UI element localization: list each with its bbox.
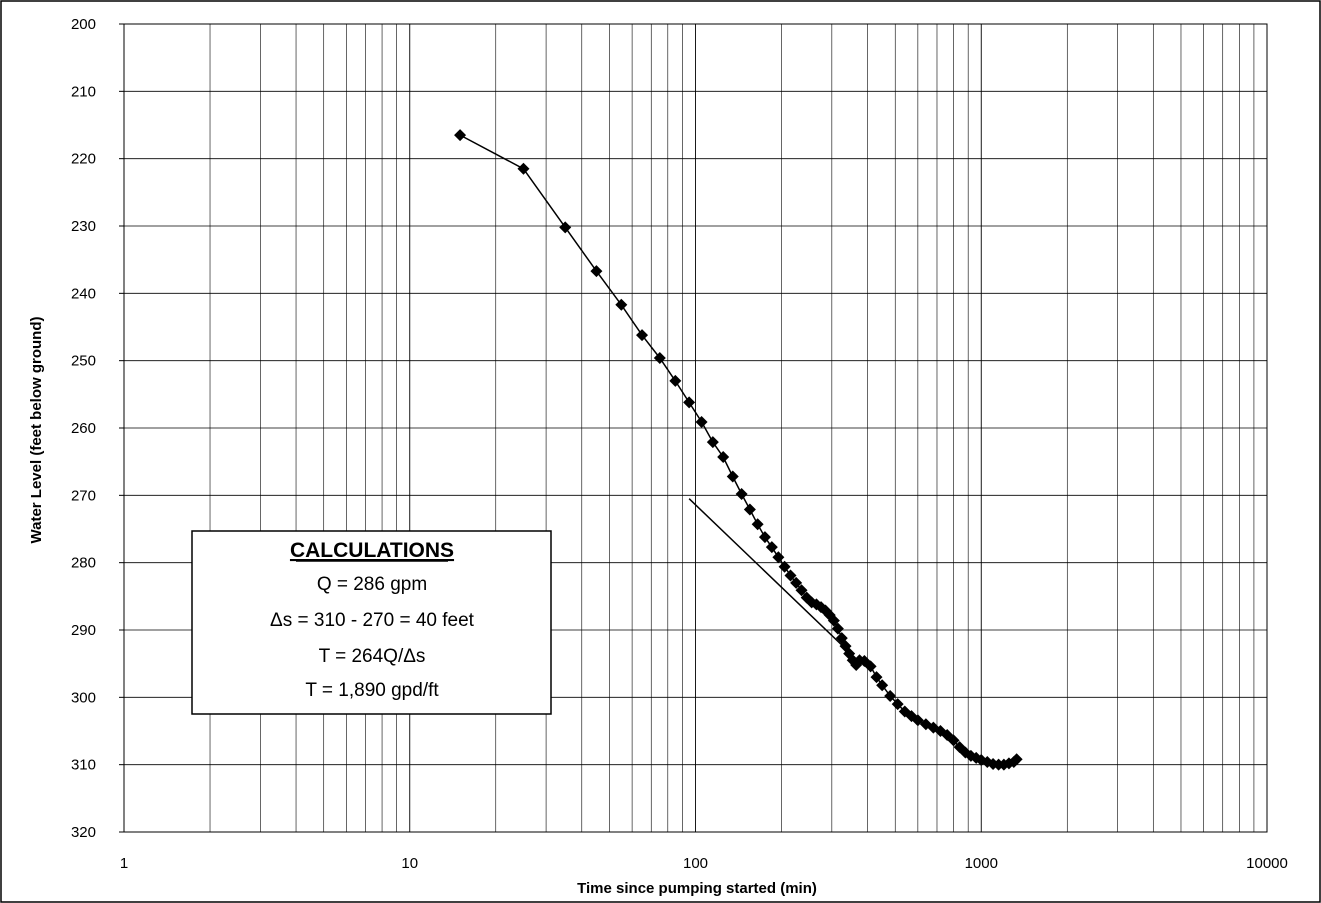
data-point: [772, 551, 785, 564]
data-point: [864, 660, 877, 673]
data-point: [454, 129, 467, 142]
x-tick-label: 1: [120, 855, 128, 872]
data-point: [636, 329, 649, 342]
calculation-line-t-formula: T = 264Q/Δs: [319, 646, 426, 667]
x-tick-label: 100: [683, 855, 708, 872]
data-point: [784, 569, 797, 582]
data-point: [726, 470, 739, 483]
data-point: [695, 415, 708, 428]
y-tick-label: 290: [71, 622, 96, 639]
trend-line: [688, 498, 845, 648]
y-tick-label: 280: [71, 555, 96, 572]
data-point: [790, 576, 803, 589]
y-tick-label: 260: [71, 420, 96, 437]
data-point: [735, 487, 748, 500]
calculations-title: CALCULATIONS: [290, 539, 454, 562]
y-tick-label: 250: [71, 353, 96, 370]
data-point: [876, 679, 889, 692]
y-tick-label: 210: [71, 83, 96, 100]
calculation-line-q: Q = 286 gpm: [317, 574, 427, 595]
data-point: [683, 396, 696, 409]
x-tick-labels: 1 10 100 1000 10000: [120, 855, 1288, 872]
y-tick-label: 240: [71, 285, 96, 302]
y-tick-label: 230: [71, 218, 96, 235]
data-point: [758, 531, 771, 544]
y-tick-label: 300: [71, 689, 96, 706]
data-point: [615, 298, 628, 311]
plot-area-border: [123, 23, 1268, 833]
data-point: [891, 698, 904, 711]
y-tick-label: 220: [71, 151, 96, 168]
data-point: [717, 450, 730, 463]
data-series: [454, 129, 1023, 771]
data-point: [827, 614, 840, 627]
data-point: [870, 671, 883, 684]
data-point: [751, 518, 764, 531]
calculations-box: CALCULATIONS Q = 286 gpm Δs = 310 - 270 …: [191, 530, 552, 715]
data-point: [795, 584, 808, 597]
grid-layer: [119, 23, 1267, 833]
y-tick-label: 310: [71, 757, 96, 774]
data-point: [884, 689, 897, 702]
calculation-line-delta-s: Δs = 310 - 270 = 40 feet: [270, 610, 475, 631]
data-point: [911, 714, 924, 727]
y-tick-labels: 200 210 220 230 240 250 260 270 280 290 300 310 320: [71, 16, 96, 841]
data-point: [590, 265, 603, 278]
y-tick-label: 200: [71, 16, 96, 33]
data-point: [669, 374, 682, 387]
calculation-line-t-result: T = 1,890 gpd/ft: [305, 680, 439, 701]
data-point: [947, 734, 960, 747]
x-tick-label: 10000: [1246, 855, 1288, 872]
x-axis-title: Time since pumping started (min): [577, 880, 817, 897]
data-point: [1010, 753, 1023, 766]
data-point: [765, 541, 778, 554]
data-point: [831, 622, 844, 635]
data-point: [517, 162, 530, 175]
y-tick-label: 320: [71, 824, 96, 841]
x-tick-label: 1000: [965, 855, 998, 872]
y-tick-label: 270: [71, 487, 96, 504]
data-point: [778, 560, 791, 573]
data-point: [743, 503, 756, 516]
data-point: [653, 351, 666, 364]
data-point: [559, 221, 572, 234]
data-point: [706, 436, 719, 449]
y-axis-title: Water Level (feet below ground): [28, 317, 45, 544]
x-tick-label: 10: [401, 855, 418, 872]
